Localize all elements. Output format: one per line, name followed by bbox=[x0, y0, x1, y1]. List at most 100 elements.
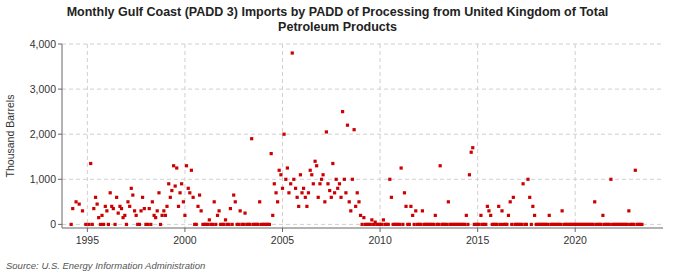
x-tick bbox=[575, 228, 576, 232]
point bbox=[94, 196, 97, 199]
point bbox=[387, 223, 390, 226]
point bbox=[313, 160, 316, 163]
point bbox=[146, 223, 149, 226]
point bbox=[291, 51, 294, 54]
point bbox=[157, 191, 160, 194]
point bbox=[279, 173, 282, 176]
x-axis-line bbox=[62, 228, 663, 229]
point bbox=[161, 214, 164, 217]
point bbox=[466, 223, 469, 226]
point bbox=[299, 173, 302, 176]
y-grid-line bbox=[62, 89, 663, 90]
point bbox=[99, 223, 102, 226]
point bbox=[307, 191, 310, 194]
x-tick bbox=[87, 228, 88, 232]
point bbox=[234, 200, 237, 203]
point bbox=[348, 200, 351, 203]
point bbox=[380, 223, 383, 226]
point bbox=[258, 200, 261, 203]
x-tick bbox=[380, 228, 381, 232]
point bbox=[486, 205, 489, 208]
point bbox=[174, 184, 177, 187]
point bbox=[216, 214, 219, 217]
point bbox=[411, 214, 414, 217]
point bbox=[206, 223, 209, 226]
point bbox=[270, 152, 273, 155]
x-tick-label: 2000 bbox=[173, 234, 197, 246]
point bbox=[170, 189, 173, 192]
point bbox=[135, 214, 138, 217]
y-tick-label: 2,000 bbox=[30, 128, 56, 140]
point bbox=[120, 207, 123, 210]
point bbox=[78, 202, 81, 205]
point bbox=[239, 209, 242, 212]
point bbox=[286, 166, 289, 169]
point bbox=[528, 196, 531, 199]
point bbox=[521, 182, 524, 185]
y-tick-label: 1,000 bbox=[30, 173, 56, 185]
point bbox=[320, 178, 323, 181]
point bbox=[315, 164, 318, 167]
point bbox=[497, 205, 500, 208]
point bbox=[362, 216, 365, 219]
point bbox=[148, 207, 151, 210]
point bbox=[561, 209, 564, 212]
point bbox=[229, 207, 232, 210]
point bbox=[349, 209, 352, 212]
point bbox=[125, 223, 128, 226]
point bbox=[382, 218, 385, 221]
point bbox=[500, 209, 503, 212]
point bbox=[188, 191, 191, 194]
point bbox=[344, 191, 347, 194]
point bbox=[530, 223, 533, 226]
point bbox=[192, 196, 195, 199]
point bbox=[496, 223, 499, 226]
point bbox=[257, 223, 260, 226]
title-line: Petroleum Products bbox=[278, 20, 397, 34]
point bbox=[104, 205, 107, 208]
point bbox=[274, 191, 277, 194]
point bbox=[123, 214, 126, 217]
y-tick-label: 4,000 bbox=[30, 38, 56, 50]
point bbox=[300, 191, 303, 194]
point bbox=[278, 169, 281, 172]
background bbox=[0, 0, 675, 275]
y-tick bbox=[58, 134, 62, 135]
point bbox=[271, 214, 274, 217]
point bbox=[172, 164, 175, 167]
point bbox=[353, 128, 356, 131]
point bbox=[156, 209, 159, 212]
point bbox=[187, 187, 190, 190]
point bbox=[294, 187, 297, 190]
point bbox=[414, 209, 417, 212]
point bbox=[84, 223, 87, 226]
point bbox=[333, 191, 336, 194]
point bbox=[183, 214, 186, 217]
point bbox=[273, 182, 276, 185]
x-grid-line bbox=[575, 44, 576, 228]
point bbox=[548, 214, 551, 217]
point bbox=[126, 200, 129, 203]
point bbox=[268, 223, 271, 226]
y-axis-line bbox=[62, 44, 63, 228]
y-tick-label: 3,000 bbox=[30, 83, 56, 95]
point bbox=[478, 223, 481, 226]
point bbox=[302, 187, 305, 190]
point bbox=[182, 200, 185, 203]
point bbox=[533, 214, 536, 217]
point bbox=[289, 182, 292, 185]
point bbox=[318, 182, 321, 185]
point bbox=[323, 200, 326, 203]
point bbox=[408, 223, 411, 226]
point bbox=[162, 209, 165, 212]
point bbox=[250, 137, 253, 140]
point bbox=[479, 214, 482, 217]
point bbox=[196, 205, 199, 208]
point bbox=[432, 223, 435, 226]
point bbox=[354, 205, 357, 208]
point bbox=[198, 193, 201, 196]
point bbox=[634, 169, 637, 172]
point bbox=[175, 166, 178, 169]
grid bbox=[62, 44, 663, 228]
point bbox=[531, 205, 534, 208]
